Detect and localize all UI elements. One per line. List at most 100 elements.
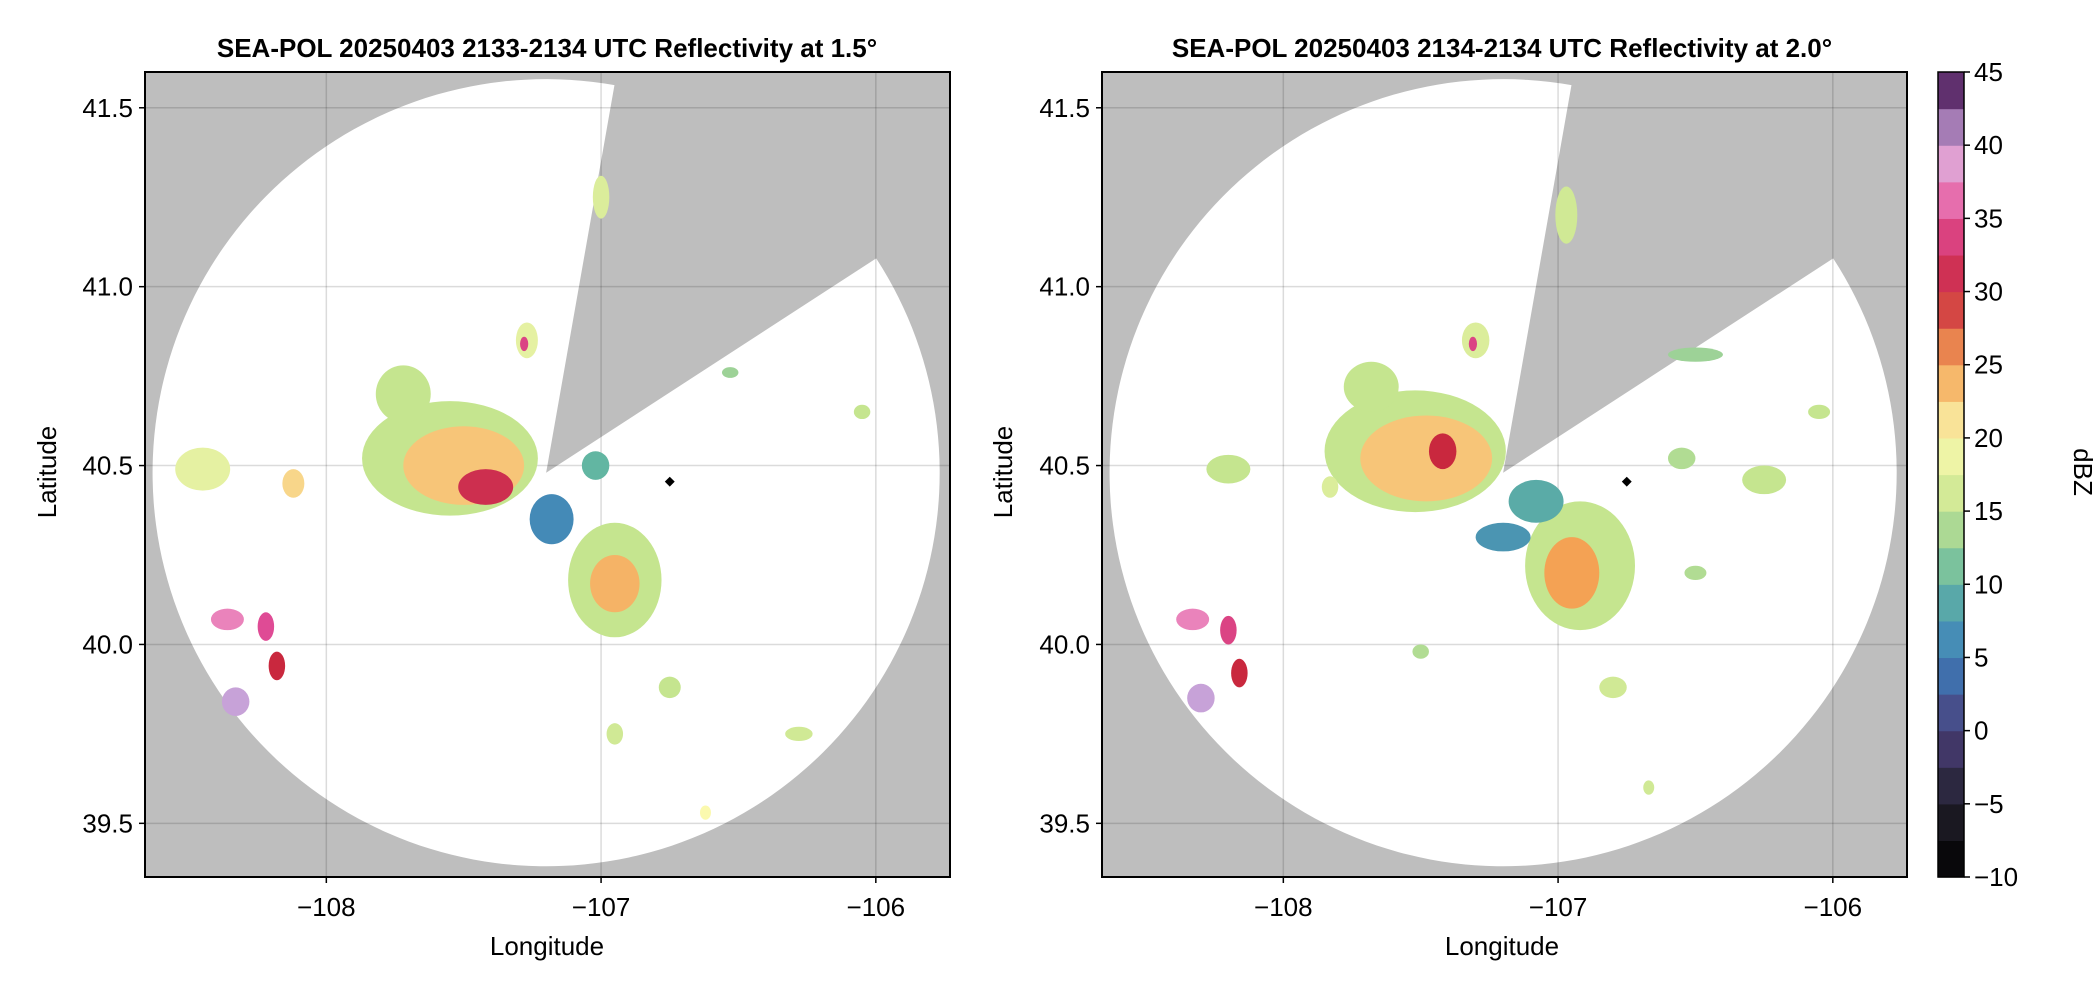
y-tick-label: 41.0	[1039, 272, 1090, 302]
reflectivity-echo	[520, 336, 529, 352]
reflectivity-echo	[853, 404, 871, 420]
reflectivity-echo	[1684, 565, 1707, 581]
right-y-axis-label: Latitude	[988, 426, 1018, 519]
left-radar-panel: SEA-POL 20250403 2133-2134 UTC Reflectiv…	[32, 33, 951, 961]
reflectivity-echo	[1412, 644, 1429, 659]
colorbar-segment	[1938, 218, 1964, 256]
colorbar-label: dBZ	[2068, 448, 2096, 496]
reflectivity-echo	[592, 175, 610, 219]
y-tick-label: 39.5	[82, 808, 133, 838]
x-tick-label: −108	[297, 892, 356, 922]
reflectivity-echo	[268, 651, 286, 681]
colorbar-tick-label: 40	[1974, 130, 2003, 160]
colorbar-segment	[1938, 108, 1964, 146]
reflectivity-echo	[581, 451, 610, 480]
y-tick-label: 40.5	[1039, 451, 1090, 481]
y-tick-label: 40.5	[82, 451, 133, 481]
right-panel-title: SEA-POL 20250403 2134-2134 UTC Reflectiv…	[1172, 33, 1832, 63]
x-tick-label: −106	[847, 892, 906, 922]
x-tick-label: −107	[1529, 892, 1588, 922]
colorbar-segment	[1938, 547, 1964, 585]
radar-coverage-area	[152, 79, 940, 867]
colorbar-tick-label: 20	[1974, 423, 2003, 453]
colorbar-tick-label: 10	[1974, 569, 2003, 599]
site-marker	[1621, 476, 1632, 487]
radar-coverage-area	[1109, 79, 1897, 867]
reflectivity-echo	[1468, 336, 1478, 352]
y-tick-label: 39.5	[1039, 808, 1090, 838]
reflectivity-echo	[1599, 676, 1627, 699]
left-panel-title: SEA-POL 20250403 2133-2134 UTC Reflectiv…	[217, 33, 877, 63]
reflectivity-echo	[1428, 433, 1457, 470]
colorbar-tick-label: 15	[1974, 496, 2003, 526]
reflectivity-echo	[1475, 522, 1531, 552]
colorbar-segment	[1938, 620, 1964, 659]
colorbar-segment	[1938, 437, 1964, 476]
reflectivity-echoes	[175, 175, 871, 820]
left-x-axis-label: Longitude	[490, 931, 604, 961]
x-tick-label: −106	[1804, 892, 1863, 922]
colorbar-segment	[1938, 511, 1964, 549]
colorbar-tick-label: 45	[1974, 57, 2003, 87]
colorbar-segment	[1938, 730, 1964, 768]
colorbar-segment	[1938, 840, 1964, 878]
colorbar-segment	[1938, 291, 1964, 329]
reflectivity-echo	[375, 365, 431, 423]
reflectivity-echo	[1742, 465, 1787, 495]
reflectivity-echo	[1508, 479, 1564, 523]
colorbar-segment	[1938, 767, 1964, 805]
reflectivity-echo	[699, 805, 711, 820]
reflectivity-echo	[1360, 415, 1493, 502]
colorbar-segment	[1938, 364, 1964, 402]
colorbar-segment	[1938, 328, 1964, 366]
colorbar-segment	[1938, 401, 1964, 439]
reflectivity-echo	[1667, 347, 1723, 362]
y-tick-label: 41.0	[82, 272, 133, 302]
reflectivity-echo	[529, 494, 574, 545]
reflectivity-echo	[1206, 454, 1251, 484]
reflectivity-echo	[1220, 615, 1237, 645]
reflectivity-echo	[785, 726, 813, 742]
colorbar-tick-label: 0	[1974, 716, 1988, 746]
reflectivity-echo	[282, 469, 305, 498]
x-tick-label: −108	[1254, 892, 1313, 922]
right-radar-panel: SEA-POL 20250403 2134-2134 UTC Reflectiv…	[988, 33, 1908, 961]
y-tick-label: 40.0	[1039, 629, 1090, 659]
colorbar: dBZ −10 −5 0 5 10 15 20 25 30 35 40 45	[1937, 57, 2096, 892]
reflectivity-echo	[1544, 537, 1600, 609]
reflectivity-echo	[590, 555, 640, 613]
colorbar-segment	[1938, 145, 1964, 183]
colorbar-tick-label: 35	[1974, 203, 2003, 233]
reflectivity-echo	[1231, 658, 1248, 688]
reflectivity-echo	[210, 608, 244, 631]
reflectivity-echo	[1808, 404, 1831, 420]
colorbar-tick-label: −5	[1974, 789, 2004, 819]
plot-frame	[1101, 71, 1908, 878]
colorbar-segment	[1938, 803, 1964, 842]
left-y-axis-label: Latitude	[32, 426, 62, 519]
colorbar-segment	[1938, 694, 1964, 732]
reflectivity-echo	[1343, 361, 1399, 412]
reflectivity-echoes	[1176, 186, 1831, 795]
y-tick-label: 40.0	[82, 629, 133, 659]
colorbar-segment	[1938, 254, 1964, 293]
reflectivity-echo	[1643, 780, 1655, 795]
colorbar-segment	[1938, 584, 1964, 622]
reflectivity-echo	[606, 723, 624, 745]
reflectivity-echo	[257, 612, 275, 641]
plot-frame	[144, 71, 951, 878]
right-x-axis-label: Longitude	[1445, 931, 1559, 961]
colorbar-tick-label: 5	[1974, 642, 1988, 672]
colorbar-tick-label: 25	[1974, 350, 2003, 380]
colorbar-tick-label: −10	[1974, 862, 2018, 892]
colorbar-frame	[1937, 71, 1965, 878]
reflectivity-echo	[721, 367, 739, 378]
reflectivity-echo	[221, 687, 250, 716]
reflectivity-echo	[1187, 683, 1215, 713]
reflectivity-echo	[1321, 476, 1339, 498]
reflectivity-echo	[175, 447, 231, 491]
reflectivity-echo	[658, 676, 681, 699]
colorbar-segment	[1938, 657, 1964, 695]
reflectivity-echo	[1555, 186, 1578, 244]
